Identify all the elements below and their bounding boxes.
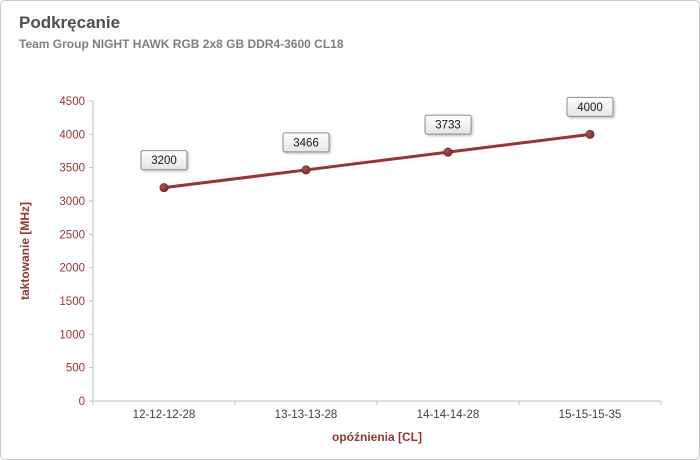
chart-subtitle: Team Group NIGHT HAWK RGB 2x8 GB DDR4-36… <box>19 37 344 51</box>
svg-text:opóźnienia [CL]: opóźnienia [CL] <box>332 430 422 444</box>
chart-title: Podkręcanie <box>19 13 121 32</box>
svg-text:3500: 3500 <box>59 163 85 175</box>
svg-text:14-14-14-28: 14-14-14-28 <box>417 409 480 421</box>
svg-text:taktowanie [MHz]: taktowanie [MHz] <box>18 202 32 300</box>
svg-text:3200: 3200 <box>151 155 177 167</box>
line-chart: 0 500 1000 1500 2000 2500 3000 3500 4000 4500 12-1… <box>18 96 662 444</box>
svg-text:13-13-13-28: 13-13-13-28 <box>275 409 338 421</box>
chart-header: Podkręcanie Team Group NIGHT HAWK RGB 2x… <box>1 1 699 71</box>
svg-text:3466: 3466 <box>293 137 319 149</box>
svg-text:12-12-12-28: 12-12-12-28 <box>133 409 196 421</box>
svg-text:3733: 3733 <box>435 120 461 132</box>
svg-text:4500: 4500 <box>59 96 85 108</box>
svg-text:4000: 4000 <box>577 102 603 114</box>
svg-text:3000: 3000 <box>59 196 85 208</box>
svg-text:2500: 2500 <box>59 229 85 241</box>
svg-text:1000: 1000 <box>59 329 85 341</box>
svg-text:0: 0 <box>79 396 85 408</box>
svg-text:1500: 1500 <box>59 296 85 308</box>
svg-text:500: 500 <box>66 363 85 375</box>
svg-text:15-15-15-35: 15-15-15-35 <box>559 409 622 421</box>
svg-text:2000: 2000 <box>59 263 85 275</box>
svg-text:4000: 4000 <box>59 129 85 141</box>
